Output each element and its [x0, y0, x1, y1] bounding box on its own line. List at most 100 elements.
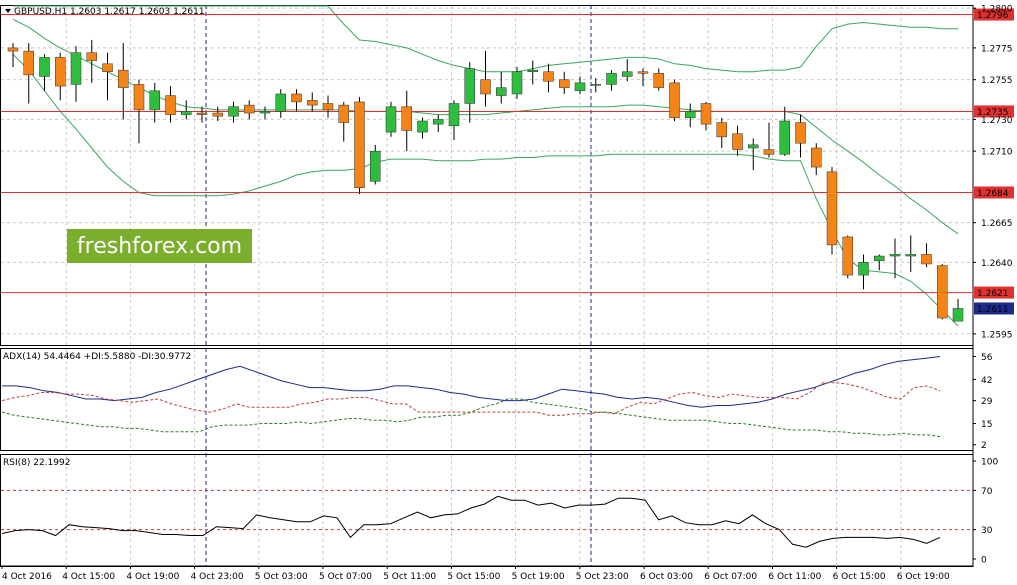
candle-body — [748, 144, 759, 149]
candle-body — [606, 73, 617, 85]
price-tick-label: 1.2595 — [981, 330, 1013, 340]
time-tick-label: 6 Oct 11:00 — [768, 572, 821, 582]
time-tick-label: 6 Oct 03:00 — [640, 572, 693, 582]
candle-body — [889, 254, 901, 257]
adx-tick-label: 15 — [981, 420, 992, 430]
candle-body — [779, 120, 790, 155]
last-price-label: 1.2611 — [977, 305, 1009, 315]
candle-body — [480, 79, 491, 95]
time-tick-label: 6 Oct 15:00 — [833, 572, 886, 582]
candle-body — [559, 79, 570, 88]
candle-body — [39, 57, 50, 77]
candle-body — [905, 254, 916, 257]
time-tick-label: 4 Oct 15:00 — [62, 572, 115, 582]
candle-body — [795, 122, 806, 144]
price-tick-label: 1.2755 — [981, 76, 1013, 86]
time-tick-label: 5 Oct 11:00 — [383, 572, 436, 582]
candle-body — [354, 101, 365, 188]
time-tick-label: 6 Oct 07:00 — [704, 572, 757, 582]
chart-header: GBPUSD,H1 1.2603 1.2617 1.2603 1.2611 — [14, 7, 205, 17]
candle-body — [874, 255, 885, 262]
candle-body — [228, 106, 239, 117]
adx-header: ADX(14) 54.4464 +DI:5.5880 -DI:30.9772 — [3, 352, 191, 362]
pane-frame-3 — [0, 454, 974, 567]
time-tick-label: 5 Oct 23:00 — [576, 572, 629, 582]
last-price-tag — [974, 302, 1014, 315]
candle-body — [858, 262, 869, 276]
time-tick-label: 5 Oct 03:00 — [255, 572, 308, 582]
candle-body — [401, 106, 412, 131]
candle-body — [511, 71, 523, 95]
rsi-header: RSI(8) 22.1992 — [3, 458, 70, 468]
time-tick-label: 5 Oct 19:00 — [512, 572, 565, 582]
level-price-label: 1.2621 — [977, 289, 1009, 299]
candle-body — [181, 111, 192, 115]
candle-body — [23, 50, 34, 76]
candle-body — [259, 111, 271, 114]
rsi-tick-label: 0 — [981, 556, 987, 566]
rsi-tick-label: 100 — [981, 458, 998, 468]
level-price-tag — [974, 186, 1014, 199]
level-price-tag — [974, 105, 1014, 118]
candle-body — [149, 90, 160, 111]
adx-tick-label: 42 — [981, 376, 992, 386]
candle-body — [669, 82, 680, 119]
level-price-label: 1.2735 — [977, 108, 1009, 118]
candle-body — [826, 171, 838, 246]
pane-frame-2 — [0, 348, 974, 451]
price-tick-label: 1.2710 — [981, 148, 1013, 158]
time-tick-label: 5 Oct 15:00 — [447, 572, 500, 582]
candle-body — [370, 150, 381, 182]
adx-tick-label: 2 — [981, 441, 987, 451]
candle-body — [338, 104, 349, 123]
time-tick-label: 4 Oct 23:00 — [191, 572, 244, 582]
level-price-tag — [974, 8, 1014, 21]
candle-body — [622, 71, 633, 77]
rsi-tick-label: 30 — [981, 526, 993, 536]
candle-body — [212, 112, 223, 117]
candle-body — [763, 149, 775, 155]
candle-body — [244, 104, 255, 114]
candle-body — [590, 84, 601, 86]
adx-tick-label: 29 — [981, 397, 993, 407]
candle-body — [496, 87, 507, 96]
level-price-label: 1.2684 — [977, 189, 1009, 199]
bollinger-lower-line — [12, 53, 959, 327]
time-tick-label: 4 Oct 19:00 — [126, 572, 179, 582]
candle-body — [7, 47, 19, 52]
candle-body — [322, 103, 334, 111]
candle-body — [527, 69, 538, 72]
candle-body — [86, 52, 97, 61]
candle-body — [716, 122, 727, 138]
candle-body — [165, 95, 176, 115]
candle-body — [842, 236, 853, 276]
candle-body — [70, 52, 82, 85]
level-price-tag — [974, 286, 1014, 299]
candle-body — [700, 103, 712, 125]
candle-body — [417, 120, 428, 133]
candle-body — [196, 112, 208, 115]
candle-body — [102, 63, 113, 72]
plus-di-line — [1, 398, 941, 438]
chart-menu-icon — [5, 9, 11, 13]
candle-body — [464, 68, 475, 104]
candle-body — [291, 93, 302, 103]
price-tick-label: 1.2640 — [981, 259, 1013, 269]
candle-body — [937, 265, 948, 319]
time-tick-label: 6 Oct 19:00 — [897, 572, 950, 582]
candle-body — [385, 106, 397, 133]
time-tick-label: 5 Oct 07:00 — [319, 572, 372, 582]
candle-body — [811, 147, 822, 168]
level-price-label: 1.2796 — [977, 11, 1009, 21]
price-tick-label: 1.2730 — [981, 116, 1013, 126]
candle-body — [118, 69, 129, 88]
adx-tick-label: 56 — [981, 353, 993, 363]
candle-body — [732, 133, 743, 150]
price-tick-label: 1.2775 — [981, 44, 1013, 54]
candle-body — [55, 57, 66, 87]
adx-line — [2, 356, 941, 408]
price-tick-label: 1.2665 — [981, 219, 1013, 229]
candle-body — [275, 93, 286, 112]
candle-body — [637, 71, 649, 74]
